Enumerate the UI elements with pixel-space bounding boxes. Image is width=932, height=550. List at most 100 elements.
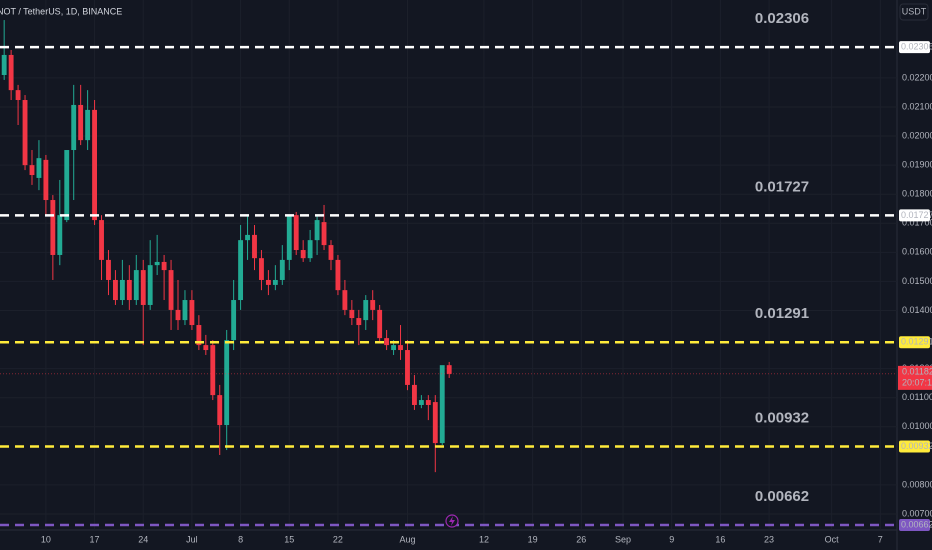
candle-body <box>175 309 181 321</box>
level-annotation: 0.00932 <box>755 410 809 427</box>
candle-body <box>335 259 341 291</box>
level-price-label: 0.00662 <box>901 519 932 529</box>
candle-body <box>238 240 244 301</box>
candle-body <box>300 250 306 259</box>
x-tick-label: Sep <box>615 534 631 544</box>
countdown-label: 20:07:17 <box>902 377 932 387</box>
candle-body <box>446 365 452 374</box>
candle-body <box>439 365 445 444</box>
level-price-label: 0.00932 <box>901 441 932 451</box>
currency-button[interactable] <box>899 3 929 21</box>
x-tick-label: 10 <box>41 534 51 544</box>
candle-body <box>203 345 209 351</box>
candle-body <box>210 345 216 396</box>
candle-body <box>8 54 14 91</box>
candle-body <box>231 300 237 341</box>
y-tick-label: 0.01400 <box>902 305 932 315</box>
level-price-label: 0.01727 <box>901 210 932 220</box>
candle-body <box>425 400 431 405</box>
candle-body <box>384 338 390 346</box>
y-tick-label: 0.01900 <box>902 160 932 170</box>
y-tick-label: 0.01800 <box>902 189 932 199</box>
candle-body <box>307 240 313 259</box>
x-tick-label: Jul <box>186 534 198 544</box>
level-annotation: 0.01291 <box>755 305 809 322</box>
candle-body <box>411 384 417 405</box>
y-tick-label: 0.02200 <box>902 72 932 82</box>
candle-body <box>50 200 56 255</box>
x-tick-label: Oct <box>825 534 840 544</box>
candle-body <box>224 340 230 426</box>
candle-body <box>112 279 118 301</box>
candle-body <box>126 279 132 301</box>
candle-body <box>1 54 7 76</box>
candle-body <box>418 400 424 405</box>
chart-title: NOT / TetherUS, 1D, BINANCE <box>0 6 122 16</box>
candle-body <box>356 318 362 326</box>
candle-body <box>196 325 202 346</box>
candle-body <box>36 158 42 178</box>
candle-body <box>259 258 264 280</box>
level-annotation: 0.02306 <box>755 10 809 27</box>
level-price-label: 0.02306 <box>901 41 932 51</box>
candle-body <box>265 279 271 285</box>
y-tick-label: 0.01500 <box>902 276 932 286</box>
y-tick-label: 0.01000 <box>902 421 932 431</box>
x-tick-label: 24 <box>138 534 148 544</box>
candle-body <box>370 300 376 310</box>
candle-body <box>321 222 327 246</box>
candle-body <box>391 345 397 351</box>
x-tick-label: 9 <box>669 534 674 544</box>
candle-body <box>78 104 84 141</box>
candle-body <box>398 345 403 351</box>
candle-body <box>279 259 285 280</box>
candle-body <box>377 309 383 339</box>
candle-body <box>154 261 160 266</box>
candle-body <box>161 261 167 271</box>
candle-body <box>71 104 77 151</box>
candle-body <box>272 279 278 285</box>
x-tick-label: 8 <box>238 534 243 544</box>
y-tick-label: 0.02000 <box>902 130 932 140</box>
level-annotation: 0.01727 <box>755 178 809 195</box>
candle-body <box>252 234 257 259</box>
y-tick-label: 0.01100 <box>902 392 932 402</box>
currency-label[interactable]: USDT <box>902 6 927 16</box>
x-tick-label: 19 <box>528 534 538 544</box>
candle-body <box>85 109 91 141</box>
level-annotation: 0.00662 <box>755 488 809 505</box>
x-tick-label: 26 <box>576 534 586 544</box>
candle-body <box>293 215 299 251</box>
candle-body <box>64 150 70 221</box>
candle-body <box>286 215 292 260</box>
x-tick-label: 12 <box>479 534 489 544</box>
candle-body <box>22 100 28 166</box>
candle-body <box>15 90 21 101</box>
x-tick-label: 16 <box>715 534 725 544</box>
level-price-box <box>899 519 930 532</box>
candle-body <box>328 245 334 260</box>
x-tick-label: 23 <box>764 534 774 544</box>
y-tick-label: 0.00800 <box>902 479 932 489</box>
candle-body <box>182 300 188 321</box>
candle-body <box>363 300 369 321</box>
level-price-box <box>899 336 930 349</box>
x-tick-label: 7 <box>878 534 883 544</box>
candle-body <box>342 290 348 310</box>
x-tick-label: 22 <box>333 534 343 544</box>
candle-body <box>314 220 320 241</box>
candle-body <box>106 259 111 280</box>
y-tick-label: 0.02100 <box>902 101 932 111</box>
candle-body <box>147 265 153 305</box>
y-tick-label: 0.01600 <box>902 247 932 257</box>
candle-body <box>349 309 355 319</box>
candle-body <box>432 402 438 444</box>
y-tick-label: 0.00700 <box>902 508 932 518</box>
candle-body <box>57 215 63 255</box>
candle-body <box>405 350 410 385</box>
last-price-box <box>898 365 932 390</box>
level-price-box <box>899 440 930 453</box>
candle-body <box>29 165 35 176</box>
